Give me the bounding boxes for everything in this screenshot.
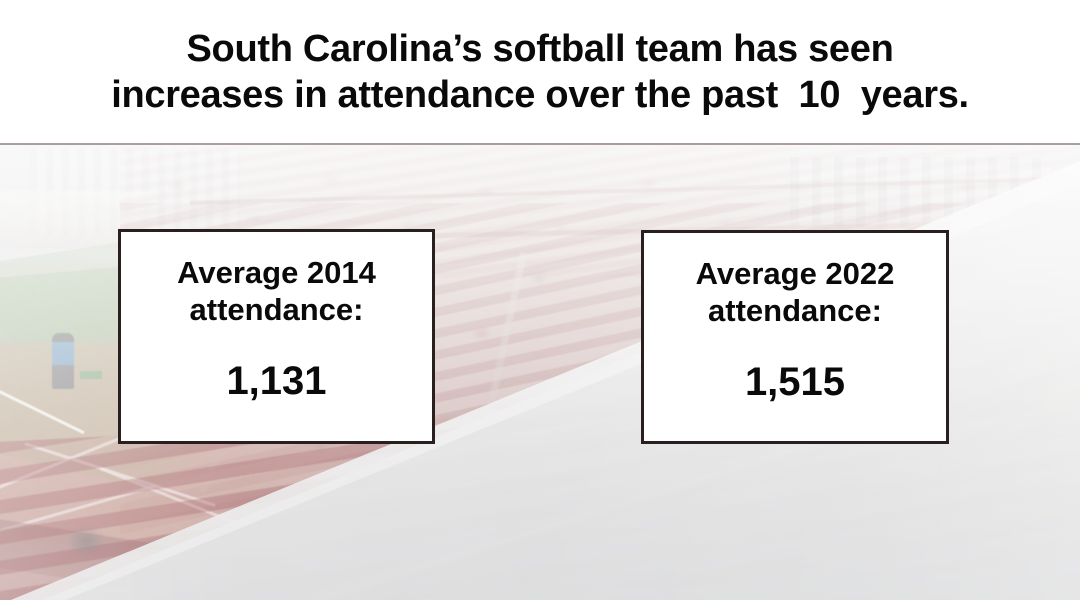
callout-2014-label: Average 2014 attendance: xyxy=(177,255,376,327)
callout-2022: Average 2022 attendance: 1,515 xyxy=(641,230,949,444)
title-line-1: South Carolina’s softball team has seen xyxy=(186,27,894,70)
callout-2014-value: 1,131 xyxy=(226,359,327,403)
umpire-figure xyxy=(52,333,74,389)
photo-top-edge xyxy=(0,143,1080,145)
callout-2022-value: 1,515 xyxy=(744,360,846,404)
field-sign xyxy=(80,371,102,379)
title-line-2: increases in attendance over the past 10… xyxy=(111,73,969,116)
callout-2014: Average 2014 attendance: 1,131 xyxy=(118,229,435,444)
callout-2022-label: Average 2022 attendance: xyxy=(695,256,895,328)
title-band: South Carolina’s softball team has seen … xyxy=(0,0,1080,143)
